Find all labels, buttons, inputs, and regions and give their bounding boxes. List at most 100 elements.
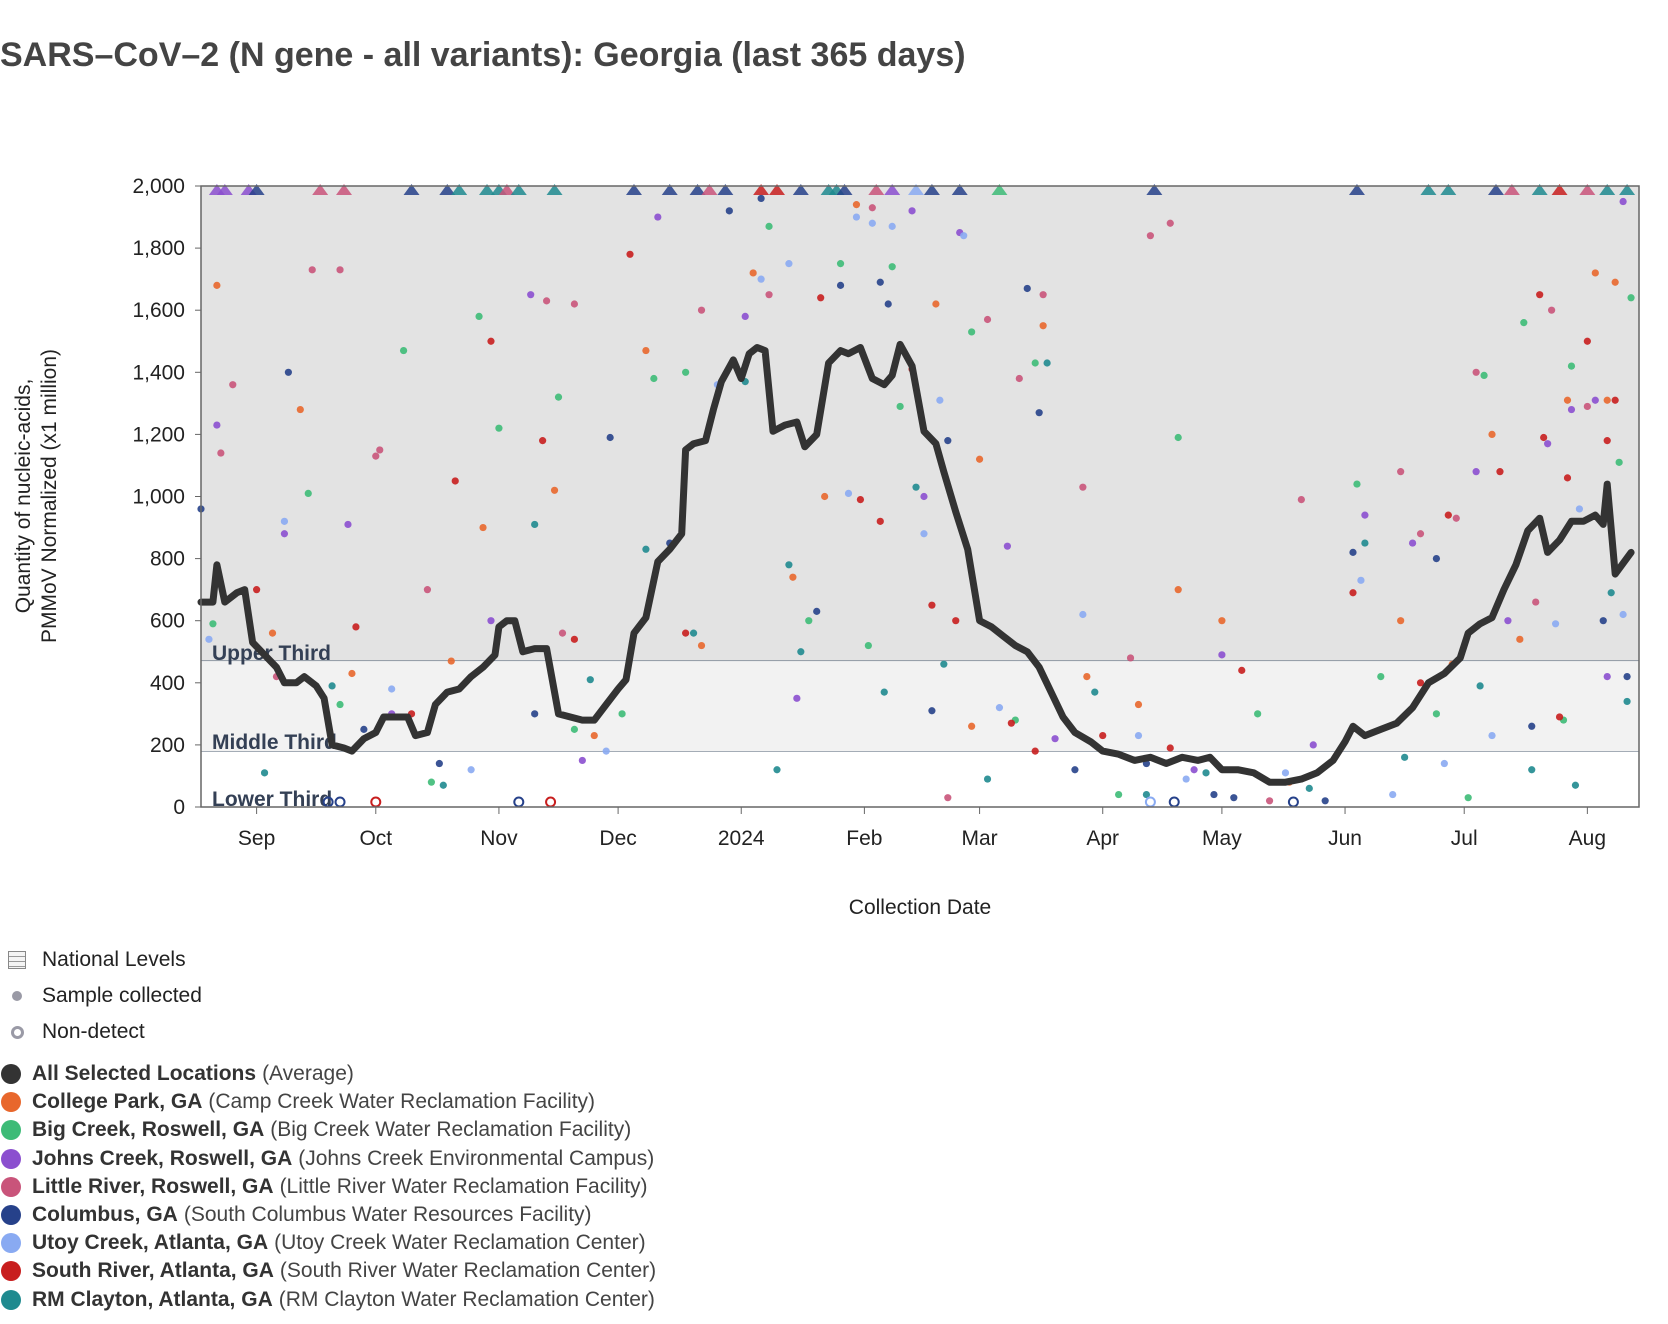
average-series-line	[197, 340, 1635, 786]
sample-point	[884, 300, 892, 308]
sample-point	[1035, 409, 1043, 417]
legend-item-location[interactable]: Columbus, GA (South Columbus Water Resour…	[0, 1201, 656, 1229]
sample-point	[1079, 610, 1087, 619]
sample-point	[217, 449, 225, 457]
legend-item-location[interactable]: College Park, GA (Camp Creek Water Reclam…	[0, 1088, 656, 1116]
legend-item-location[interactable]: Little River, Roswell, GA (Little River W…	[0, 1173, 656, 1201]
sample-point	[1432, 710, 1441, 718]
sample-point	[968, 328, 976, 336]
sample-point	[578, 756, 586, 765]
sample-point	[399, 346, 408, 355]
sample-point	[1091, 688, 1099, 696]
legend-label: Non-detect	[42, 1020, 145, 1043]
sample-point	[836, 281, 845, 289]
level-label: Upper Third	[212, 642, 331, 665]
y-tick-label: 0	[173, 796, 185, 819]
sample-point	[308, 266, 316, 274]
sample-point	[757, 275, 765, 283]
legend-sample-collected[interactable]: Sample collected	[0, 978, 202, 1014]
sample-point	[606, 433, 614, 442]
sample-point	[1548, 306, 1556, 314]
legend-item-location[interactable]: RM Clayton, Atlanta, GA (RM Clayton Water…	[0, 1286, 656, 1314]
sample-point	[550, 486, 559, 494]
legend-location-site: (Big Creek Water Reclamation Facility)	[270, 1118, 632, 1142]
legend-item-location[interactable]: South River, Atlanta, GA (South River Wat…	[0, 1257, 656, 1285]
sample-point	[1039, 322, 1047, 330]
sample-point	[487, 617, 495, 625]
sample-point	[689, 629, 698, 637]
sample-point	[968, 722, 976, 730]
sample-point	[1472, 468, 1480, 476]
y-tick-label: 800	[150, 548, 185, 571]
above-max-marker	[753, 184, 770, 195]
legend-item-location[interactable]: Utoy Creek, Atlanta, GA (Utoy Creek Water…	[0, 1229, 656, 1257]
sample-point	[558, 629, 567, 637]
sample-point	[888, 263, 896, 271]
sample-point	[1488, 430, 1496, 438]
sample-point	[928, 601, 936, 609]
sample-point	[1349, 589, 1357, 597]
chart: 0 200 400 600 800 1,000 1,200 1,400 1,600 1,800 2,…	[12, 175, 1640, 919]
sample-point	[344, 520, 352, 529]
legend-non-detect[interactable]: Non-detect	[0, 1014, 202, 1050]
sample-point	[1619, 610, 1627, 619]
legend-location-site: (South River Water Reclamation Center)	[279, 1259, 657, 1283]
y-tick-label: 400	[150, 672, 185, 695]
sample-point	[209, 620, 217, 628]
sample-point	[268, 629, 277, 637]
above-max-markers	[208, 184, 1636, 195]
sample-point	[205, 635, 213, 643]
above-max-marker	[1531, 184, 1548, 195]
sample-point	[1357, 576, 1365, 584]
sample-point	[642, 545, 650, 553]
above-max-marker	[1551, 184, 1568, 195]
sample-points	[197, 194, 1635, 808]
sample-point	[467, 766, 475, 774]
legend-national-levels[interactable]: National Levels	[0, 942, 202, 978]
sample-point	[1377, 672, 1385, 681]
sample-point	[352, 623, 360, 631]
series-swatch-icon	[0, 1204, 22, 1226]
sample-point	[880, 688, 888, 696]
above-max-marker	[689, 184, 706, 195]
series-swatch-icon	[0, 1063, 22, 1085]
sample-point	[1555, 713, 1564, 721]
legend-item-location[interactable]: Johns Creek, Roswell, GA (Johns Creek Env…	[0, 1145, 656, 1173]
sample-point	[1567, 405, 1576, 414]
sample-point	[896, 402, 904, 411]
sample-point	[539, 437, 547, 445]
legend-item-location[interactable]: Big Creek, Roswell, GA (Big Creek Water R…	[0, 1116, 656, 1144]
sample-point	[868, 204, 876, 212]
level-band	[201, 661, 1639, 752]
sample-point	[876, 517, 884, 525]
above-max-marker	[1503, 184, 1520, 195]
above-max-marker	[312, 184, 329, 195]
sample-point	[439, 781, 447, 789]
x-tick-label: Jul	[1451, 827, 1478, 850]
above-max-marker	[1440, 184, 1457, 195]
sample-point	[1210, 790, 1218, 799]
above-max-marker	[768, 184, 785, 195]
sample-point	[793, 694, 801, 702]
legend-location-name: Little River, Roswell, GA	[32, 1174, 274, 1198]
sample-point	[280, 517, 289, 525]
sample-point	[1623, 697, 1631, 706]
y-tick-label: 1,600	[132, 299, 185, 322]
above-max-marker	[908, 184, 925, 195]
sample-point	[995, 704, 1004, 712]
x-tick-label: Jun	[1328, 827, 1362, 850]
sample-point	[213, 281, 221, 289]
sample-point	[360, 725, 368, 733]
sample-point	[821, 492, 829, 501]
legend-item-average[interactable]: All Selected Locations (Average)	[0, 1060, 656, 1088]
sample-point	[1238, 666, 1246, 674]
sample-point	[1349, 548, 1357, 556]
sample-point	[1305, 784, 1313, 792]
sample-point	[836, 260, 845, 268]
sample-point	[1031, 359, 1039, 367]
legend-location-name: Utoy Creek, Atlanta, GA	[32, 1231, 269, 1255]
series-swatch-icon	[0, 1232, 22, 1254]
sample-point	[570, 300, 579, 308]
sample-point	[1571, 781, 1580, 789]
series-swatch-icon	[0, 1289, 22, 1311]
